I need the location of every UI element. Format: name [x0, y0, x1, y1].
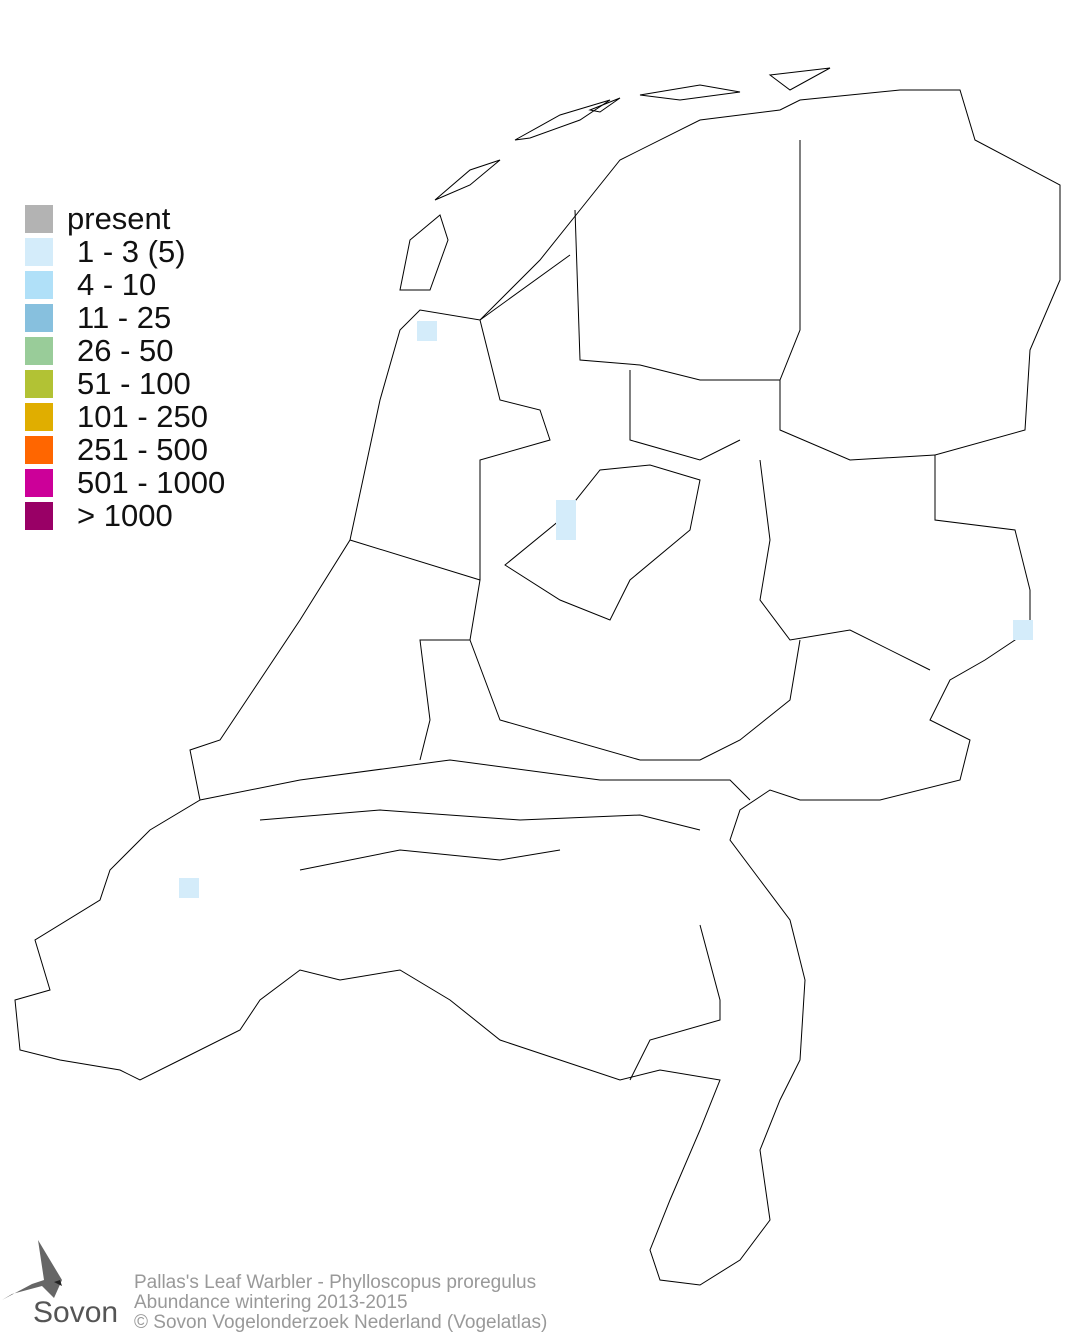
island-ameland	[588, 97, 621, 113]
ijsselmeer-dike	[479, 254, 571, 321]
legend-swatch	[25, 204, 53, 233]
legend-label: present	[67, 201, 171, 236]
legend: present 1 - 3 (5) 4 - 10 11 - 25 26 - 50 51 -…	[25, 202, 225, 532]
legend-item: 101 - 250	[25, 400, 225, 433]
observation-squares	[179, 321, 1033, 898]
province-borders	[199, 140, 936, 1081]
map-caption: Pallas's Leaf Warbler - Phylloscopus pro…	[134, 1273, 547, 1333]
legend-label: 501 - 1000	[77, 465, 226, 500]
island-rottumeroog	[768, 67, 831, 91]
legend-item: present	[25, 202, 225, 235]
legend-item: 251 - 500	[25, 433, 225, 466]
island-schiermonnikoog	[639, 84, 741, 101]
grid-square	[556, 500, 576, 540]
legend-label: > 1000	[77, 498, 173, 533]
legend-swatch	[25, 237, 53, 266]
island-vlieland	[434, 159, 501, 201]
legend-swatch	[25, 369, 53, 398]
legend-swatch	[25, 435, 53, 464]
legend-label: 51 - 100	[77, 366, 191, 401]
legend-swatch	[25, 336, 53, 365]
legend-item: 1 - 3 (5)	[25, 235, 225, 268]
legend-label: 4 - 10	[77, 267, 157, 302]
grid-square	[179, 878, 199, 898]
caption-species: Pallas's Leaf Warbler - Phylloscopus pro…	[134, 1272, 537, 1293]
grid-square	[1013, 620, 1033, 640]
legend-item: 26 - 50	[25, 334, 225, 367]
legend-label: 101 - 250	[77, 399, 208, 434]
caption-copyright: © Sovon Vogelonderzoek Nederland (Vogela…	[134, 1312, 548, 1333]
island-texel	[399, 214, 449, 291]
legend-swatch	[25, 468, 53, 497]
legend-label: 1 - 3 (5)	[77, 234, 186, 269]
legend-swatch	[25, 501, 53, 530]
swallow-logo-icon	[2, 1240, 62, 1300]
legend-label: 26 - 50	[77, 333, 174, 368]
logo-text: Sovon	[33, 1296, 119, 1329]
country-outline	[14, 89, 1061, 1286]
legend-item: 4 - 10	[25, 268, 225, 301]
grid-square	[417, 321, 437, 341]
legend-item: 501 - 1000	[25, 466, 225, 499]
legend-item: 51 - 100	[25, 367, 225, 400]
legend-label: 251 - 500	[77, 432, 208, 467]
legend-swatch	[25, 270, 53, 299]
legend-swatch	[25, 402, 53, 431]
legend-label: 11 - 25	[77, 300, 172, 335]
flevoland	[504, 464, 701, 621]
caption-dataset: Abundance wintering 2013-2015	[134, 1292, 408, 1313]
legend-swatch	[25, 303, 53, 332]
island-terschelling	[514, 99, 611, 141]
legend-item: > 1000	[25, 499, 225, 532]
legend-item: 11 - 25	[25, 301, 225, 334]
